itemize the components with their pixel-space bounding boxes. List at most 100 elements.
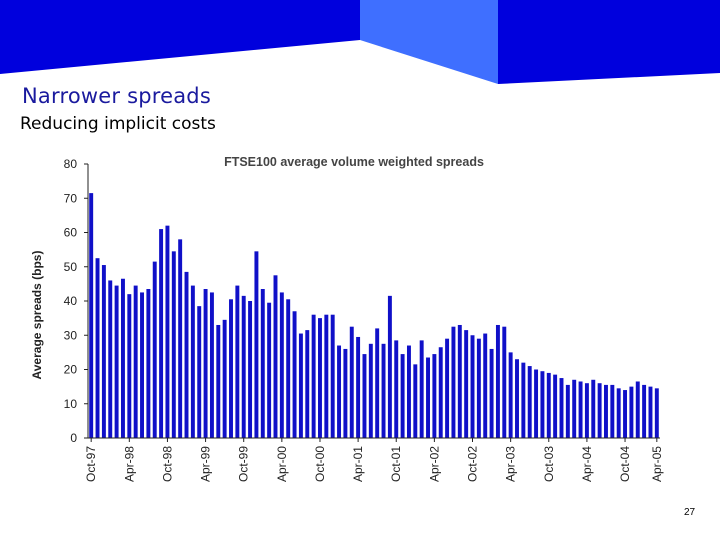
y-tick-label: 70: [64, 191, 78, 205]
bar: [108, 280, 113, 438]
bar: [578, 381, 583, 438]
bar: [553, 374, 558, 438]
banner-right-block: [498, 0, 720, 84]
bar: [279, 292, 284, 438]
y-axis-label: Average spreads (bps): [30, 251, 44, 380]
bar: [381, 343, 386, 438]
bar: [178, 239, 183, 438]
y-tick-label: 10: [64, 397, 78, 411]
x-tick-label: Oct-97: [84, 446, 98, 482]
bar: [508, 352, 513, 439]
y-tick-label: 80: [64, 157, 78, 171]
spreads-bar-chart: FTSE100 average volume weighted spreads …: [30, 155, 664, 482]
bar: [406, 345, 411, 438]
bar: [273, 275, 278, 438]
bar: [349, 326, 354, 438]
bar: [260, 289, 265, 438]
bar: [400, 354, 405, 438]
bar: [89, 193, 94, 438]
bar: [457, 324, 462, 438]
slide-subtitle: Reducing implicit costs: [20, 114, 216, 134]
bar: [394, 340, 399, 438]
bar: [286, 299, 291, 438]
x-tick-label: Oct-02: [466, 446, 480, 482]
bar-series: [89, 193, 659, 439]
bar: [451, 326, 456, 438]
bar: [298, 333, 303, 438]
y-tick-label: 50: [64, 260, 78, 274]
bar: [241, 295, 246, 438]
bar: [368, 343, 373, 438]
bar: [642, 384, 647, 438]
bar: [120, 278, 125, 438]
bar: [540, 371, 545, 438]
page-number: 27: [684, 507, 696, 518]
banner-left-block: [0, 0, 360, 74]
bar: [330, 314, 335, 438]
y-tick-label: 20: [64, 363, 78, 377]
bar: [515, 359, 519, 438]
bar: [610, 384, 615, 438]
bar: [629, 386, 634, 439]
bar: [216, 324, 221, 438]
y-tick-label: 0: [70, 431, 77, 445]
bar: [375, 328, 380, 438]
bar: [426, 357, 430, 438]
bar: [413, 364, 418, 438]
x-tick-label: Oct-01: [389, 446, 403, 482]
bar: [165, 225, 170, 438]
x-axis-ticks: Oct-97 Apr-98 Oct-98 Apr-99 Oct-99 Apr-00 Oct-…: [84, 438, 664, 482]
bar: [127, 294, 132, 438]
x-tick-label: Oct-03: [542, 446, 556, 482]
bar: [184, 271, 189, 438]
x-tick-label: Apr-05: [650, 446, 664, 482]
bar: [623, 390, 628, 438]
bar: [654, 388, 659, 438]
bar: [546, 372, 551, 438]
bar: [464, 330, 469, 438]
bar: [604, 384, 608, 438]
bar: [356, 336, 361, 438]
bar: [470, 335, 475, 438]
bar: [438, 347, 443, 438]
bar: [591, 379, 596, 438]
x-tick-label: Apr-01: [351, 446, 365, 482]
x-tick-label: Apr-98: [122, 446, 136, 482]
bar: [248, 301, 253, 438]
bar: [521, 362, 526, 438]
bar: [584, 383, 589, 438]
bar: [254, 251, 259, 438]
bar: [140, 292, 144, 438]
bar: [209, 292, 214, 438]
bar: [146, 289, 151, 438]
bar: [203, 289, 208, 438]
bar: [534, 369, 539, 438]
x-tick-label: Oct-00: [313, 446, 327, 482]
chart-title: FTSE100 average volume weighted spreads: [224, 155, 484, 169]
bar: [419, 340, 424, 438]
bar: [222, 319, 227, 438]
bar: [152, 261, 157, 438]
bar: [229, 299, 233, 438]
x-tick-label: Oct-99: [237, 446, 251, 482]
bar: [616, 388, 621, 438]
bar: [305, 330, 310, 438]
x-tick-label: Apr-99: [199, 446, 213, 482]
y-tick-label: 40: [64, 294, 78, 308]
bar: [362, 354, 367, 438]
bar: [114, 285, 119, 438]
bar: [495, 324, 500, 438]
bar: [311, 314, 316, 438]
x-tick-label: Oct-04: [618, 446, 632, 482]
bar: [502, 326, 507, 438]
bar: [343, 348, 348, 438]
bar: [635, 381, 640, 438]
bar: [559, 378, 564, 438]
bar: [95, 258, 100, 438]
bar: [171, 251, 176, 438]
bar: [476, 338, 481, 438]
bar: [572, 379, 577, 438]
bar: [527, 366, 532, 438]
bar: [387, 295, 392, 438]
bar: [292, 311, 297, 438]
